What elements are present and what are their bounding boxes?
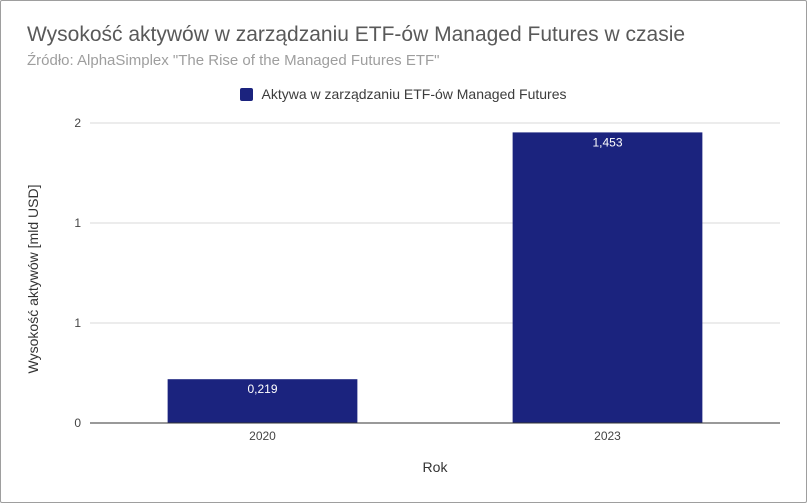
chart-subtitle: Źródło: AlphaSimplex "The Rise of the Ma… xyxy=(27,52,440,69)
x-tick-label: 2020 xyxy=(249,429,276,443)
data-label: 0,219 xyxy=(247,382,277,396)
x-axis-tick-labels: 2020 2023 xyxy=(249,429,621,443)
legend-swatch xyxy=(240,87,254,101)
legend-label: Aktywa w zarządzaniu ETF-ów Managed Futu… xyxy=(261,86,567,102)
y-tick-label: 0 xyxy=(74,416,81,430)
y-axis-tick-labels: 0 1 1 2 xyxy=(74,116,81,430)
chart-legend: Aktywa w zarządzaniu ETF-ów Managed Futu… xyxy=(0,84,807,104)
bar-2023 xyxy=(512,132,703,423)
x-tick-label: 2023 xyxy=(594,429,621,443)
y-tick-label: 2 xyxy=(74,116,81,130)
y-tick-label: 1 xyxy=(74,316,81,330)
data-label: 1,453 xyxy=(592,135,622,149)
bar-2020 xyxy=(167,379,358,423)
y-tick-label: 1 xyxy=(74,216,81,230)
x-axis-title: Rok xyxy=(423,459,449,475)
bars: 0,219 1,453 xyxy=(167,132,703,423)
y-axis-title: Wysokość aktywów [mld USD] xyxy=(25,185,41,374)
chart-title: Wysokość aktywów w zarządzaniu ETF-ów Ma… xyxy=(27,23,686,46)
